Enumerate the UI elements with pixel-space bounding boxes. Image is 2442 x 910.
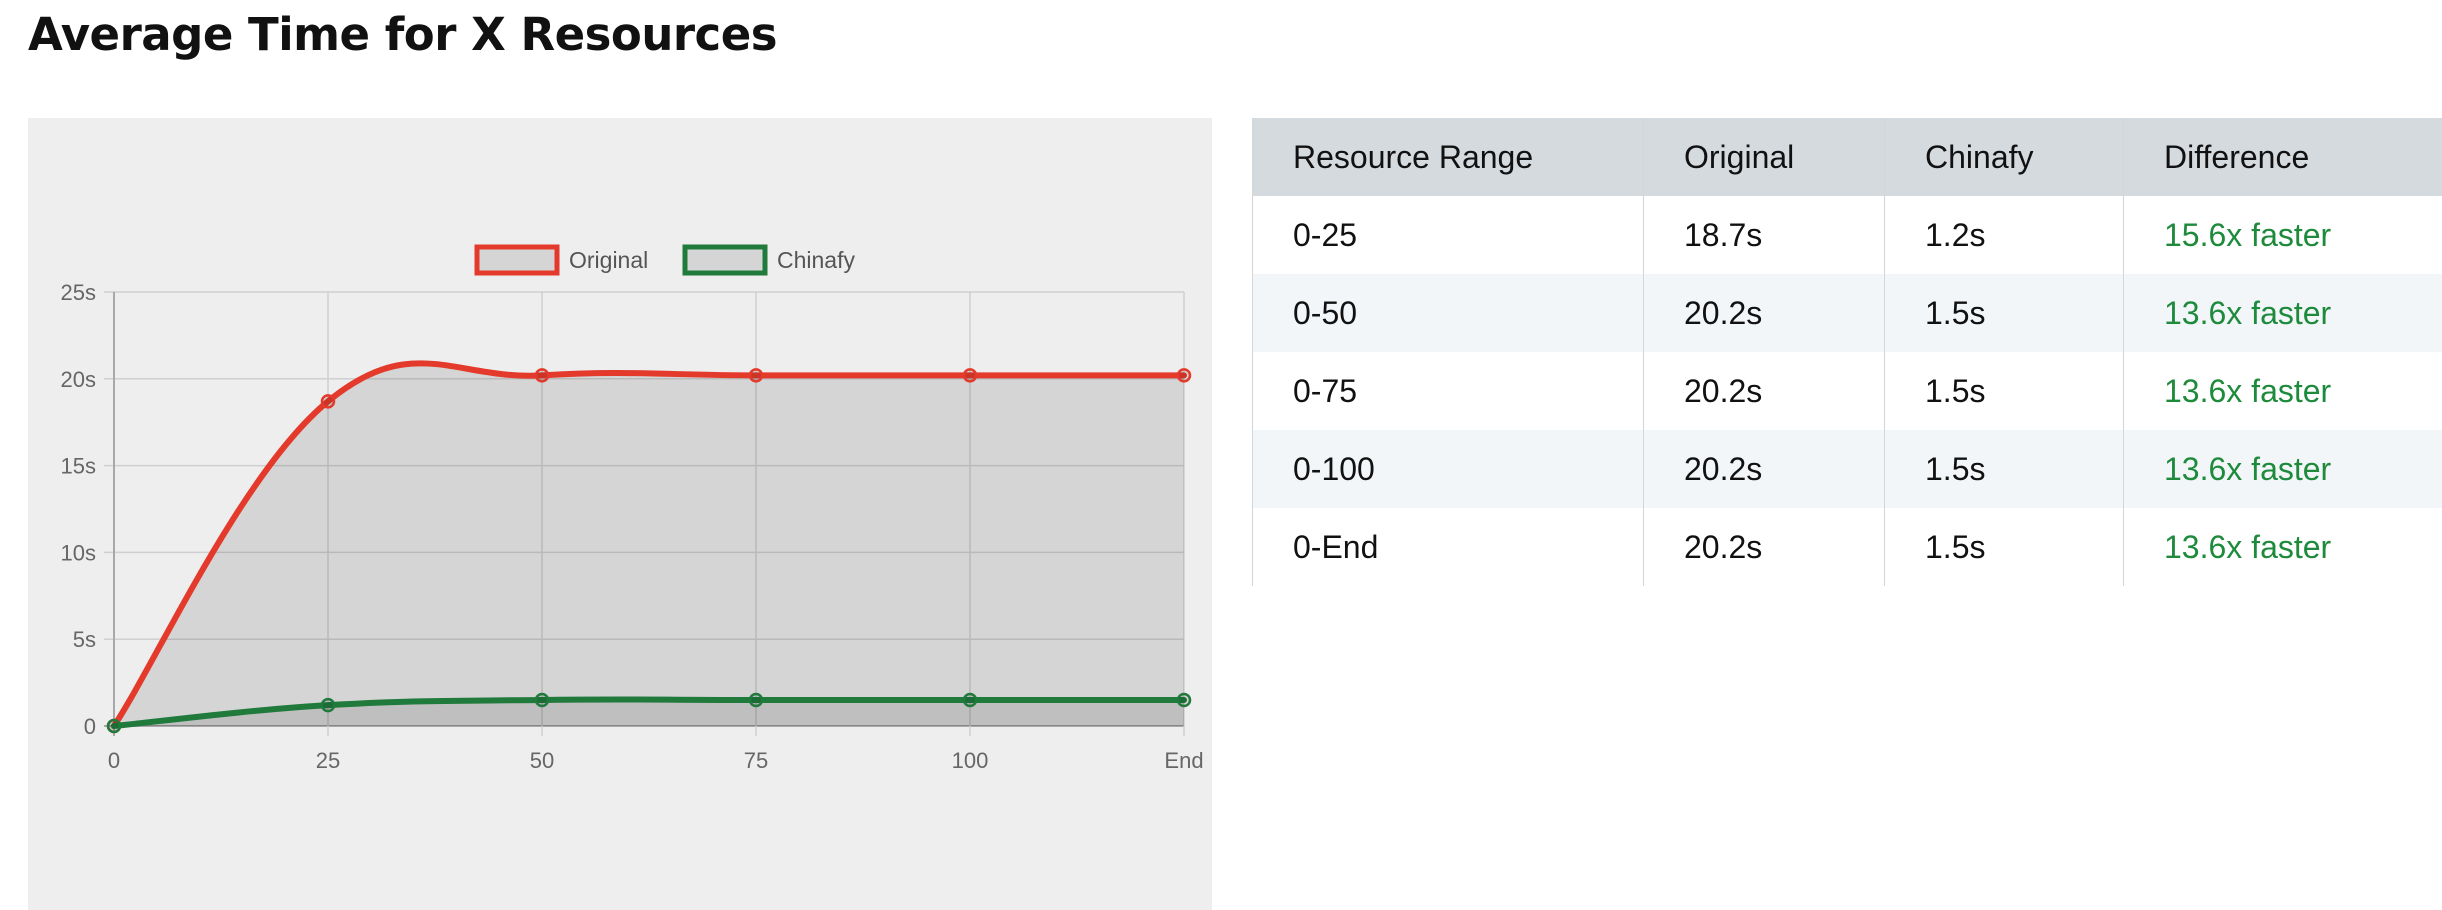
- cell-range: 0-75: [1252, 352, 1644, 430]
- x-tick-label: 50: [530, 748, 554, 773]
- y-tick-label: 0: [84, 714, 96, 739]
- y-tick-label: 20s: [61, 367, 96, 392]
- cell-difference: 13.6x faster: [2123, 508, 2442, 586]
- cell-range: 0-25: [1252, 196, 1644, 274]
- series-area-original: [114, 363, 1184, 726]
- cell-range: 0-100: [1252, 430, 1644, 508]
- data-point-chinafy: [534, 692, 550, 708]
- header-chinafy: Chinafy: [1884, 118, 2124, 196]
- x-tick-label: 25: [316, 748, 340, 773]
- cell-difference: 13.6x faster: [2123, 430, 2442, 508]
- cell-chinafy: 1.2s: [1884, 196, 2124, 274]
- table-row: 0-50 20.2s 1.5s 13.6x faster: [1252, 274, 2442, 352]
- cell-chinafy: 1.5s: [1884, 508, 2124, 586]
- series-line-original: [111, 360, 1187, 729]
- x-tick-label: 100: [952, 748, 989, 773]
- header-original: Original: [1643, 118, 1885, 196]
- header-difference: Difference: [2123, 118, 2442, 196]
- table-row: 0-75 20.2s 1.5s 13.6x faster: [1252, 352, 2442, 430]
- page-title: Average Time for X Resources: [28, 8, 778, 61]
- cell-difference: 13.6x faster: [2123, 274, 2442, 352]
- cell-original: 20.2s: [1643, 430, 1885, 508]
- table-row: 0-End 20.2s 1.5s 13.6x faster: [1252, 508, 2442, 586]
- line-chart: 0 5s 10s 15s 20s 25s 0 25 50 75 100 End Original Chin…: [61, 244, 1204, 773]
- x-tick-label: End: [1164, 748, 1203, 773]
- table-row: 0-25 18.7s 1.2s 15.6x faster: [1252, 196, 2442, 274]
- cell-original: 20.2s: [1643, 274, 1885, 352]
- data-point-original: [534, 368, 550, 383]
- x-tick-label: 75: [744, 748, 768, 773]
- y-tick-label: 10s: [61, 540, 96, 565]
- cell-chinafy: 1.5s: [1884, 352, 2124, 430]
- data-point-original: [748, 368, 764, 383]
- comparison-table-wrap: Resource Range Original Chinafy Differen…: [1252, 118, 2442, 586]
- legend-swatch-chinafy: [682, 244, 768, 276]
- legend-label-original: Original: [569, 247, 648, 273]
- data-point-original: [1176, 368, 1192, 383]
- cell-original: 20.2s: [1643, 508, 1885, 586]
- y-tick-label: 5s: [73, 627, 96, 652]
- y-tick-label: 25s: [61, 280, 96, 305]
- data-point-original: [962, 368, 978, 383]
- header-resource-range: Resource Range: [1252, 118, 1644, 196]
- y-tick-label: 15s: [61, 454, 96, 479]
- data-point-chinafy: [106, 718, 122, 734]
- series-area-chinafy: [114, 699, 1184, 726]
- series-line-chinafy: [111, 696, 1187, 729]
- cell-difference: 13.6x faster: [2123, 352, 2442, 430]
- chart-panel: 0 5s 10s 15s 20s 25s 0 25 50 75 100 End Original Chin…: [28, 118, 1212, 910]
- data-point-original: [320, 394, 336, 409]
- cell-chinafy: 1.5s: [1884, 274, 2124, 352]
- data-point-chinafy: [748, 692, 764, 708]
- cell-original: 18.7s: [1643, 196, 1885, 274]
- data-point-chinafy: [1176, 692, 1192, 708]
- cell-range: 0-End: [1252, 508, 1644, 586]
- cell-range: 0-50: [1252, 274, 1644, 352]
- x-tick-label: 0: [108, 748, 120, 773]
- data-point-chinafy: [320, 697, 336, 713]
- table-row: 0-100 20.2s 1.5s 13.6x faster: [1252, 430, 2442, 508]
- table-header-row: Resource Range Original Chinafy Differen…: [1252, 118, 2442, 196]
- legend-label-chinafy: Chinafy: [777, 247, 855, 273]
- legend-swatch-original: [474, 244, 560, 276]
- cell-chinafy: 1.5s: [1884, 430, 2124, 508]
- comparison-table: Resource Range Original Chinafy Differen…: [1252, 118, 2442, 586]
- data-point-chinafy: [962, 692, 978, 708]
- cell-difference: 15.6x faster: [2123, 196, 2442, 274]
- cell-original: 20.2s: [1643, 352, 1885, 430]
